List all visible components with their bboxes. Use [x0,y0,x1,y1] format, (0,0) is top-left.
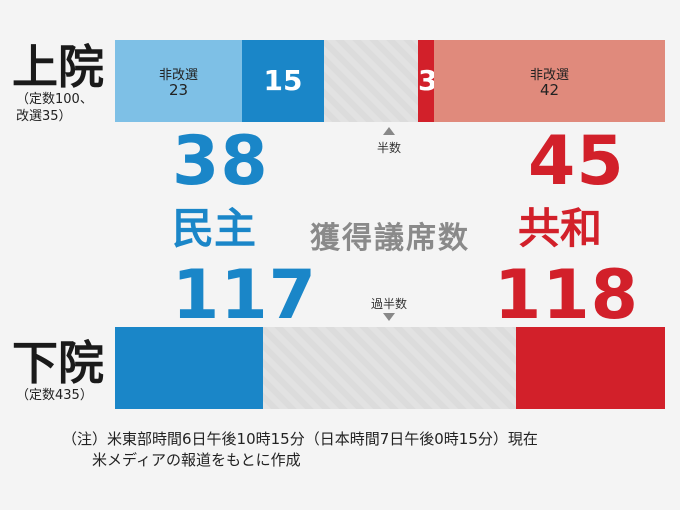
footnote-line2: 米メディアの報道をもとに作成 [92,451,301,469]
senate-seat-bar: 非改選 23 15 3 非改選 42 [115,40,665,122]
house-majority-label: 過半数 [370,297,407,311]
senate-bar-segment-value: 15 [263,64,303,97]
senate-label: 上院 [12,40,104,94]
majority-marker-down-icon [383,313,395,321]
senate-bar-segment: 非改選 42 [434,40,665,122]
senate-bar-segment-label: 非改選 [158,68,198,83]
senate-rep-total: 45 [528,122,625,201]
house-bar-segment [516,327,665,409]
senate-seat-info-line1: （定数100、 [16,92,93,107]
senate-dem-total: 38 [172,122,269,201]
house-dem-total: 117 [172,256,317,335]
house-seat-info: （定数435） [16,388,93,403]
senate-bar-segment: 15 [242,40,324,122]
seats-won-title: 獲得議席数 [310,221,470,256]
senate-seat-info: （定数100、 改選35） [16,92,93,126]
senate-bar-segment-value: 42 [539,81,560,99]
house-bar-segment [263,327,516,409]
house-label: 下院 [12,336,104,390]
senate-bar-segment-value: 3 [418,64,438,97]
senate-majority-label: 半数 [376,141,401,155]
senate-bar-segment-value: 23 [168,81,189,99]
majority-marker-up-icon [383,127,395,135]
rep-party-label: 共和 [518,204,603,253]
senate-bar-segment-label: 非改選 [529,68,569,83]
senate-bar-segment [324,40,418,122]
footnote-line1: （注）米東部時間6日午後10時15分（日本時間7日午後0時15分）現在 [62,430,538,448]
house-bar-segment [115,327,263,409]
senate-seat-info-line2: 改選35） [16,108,72,124]
senate-bar-segment: 3 [418,40,438,122]
dem-party-label: 民主 [172,204,257,253]
house-rep-total: 118 [494,256,639,335]
senate-bar-segment: 非改選 23 [115,40,242,122]
house-seat-bar [115,327,665,409]
